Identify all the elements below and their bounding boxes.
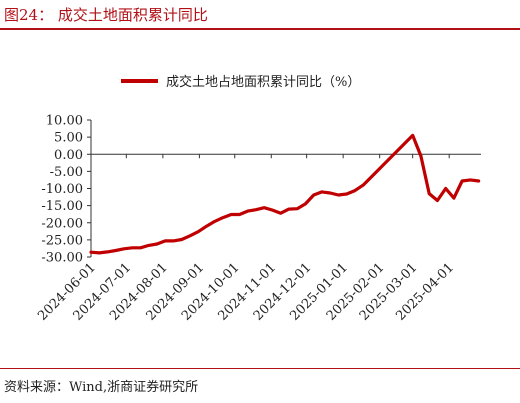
y-tick-label: -5.00 xyxy=(50,165,83,180)
data-point xyxy=(188,234,192,237)
source-note: 资料来源：Wind,浙商证券研究所 xyxy=(4,380,199,395)
data-point xyxy=(89,251,93,254)
y-tick-label: 10.00 xyxy=(46,114,83,129)
y-tick-label: -20.00 xyxy=(41,216,83,231)
data-point xyxy=(452,196,456,200)
data-point xyxy=(180,238,183,241)
data-point xyxy=(411,134,414,137)
data-point xyxy=(296,207,299,210)
data-point xyxy=(155,242,159,246)
y-tick-label: 0.00 xyxy=(54,148,83,163)
source-rule xyxy=(0,368,520,369)
data-point xyxy=(106,250,109,254)
data-point xyxy=(444,187,447,190)
figure-title: 图24： 成交土地面积累计同比 xyxy=(4,6,208,24)
data-point xyxy=(147,244,150,247)
series-line xyxy=(89,133,481,255)
title-rule xyxy=(0,28,520,30)
y-tick-label: 5.00 xyxy=(54,131,83,146)
data-point xyxy=(477,179,480,183)
data-point xyxy=(320,190,324,194)
data-point xyxy=(279,212,282,215)
y-tick-label: -15.00 xyxy=(41,199,83,214)
data-point xyxy=(329,191,332,195)
data-point xyxy=(469,178,472,182)
y-tick-label: -10.00 xyxy=(41,182,83,197)
figure-header: 图24： 成交土地面积累计同比 xyxy=(0,0,520,33)
data-point xyxy=(362,183,365,187)
data-point xyxy=(345,192,348,196)
data-point xyxy=(139,246,142,249)
data-point xyxy=(197,230,200,233)
data-point xyxy=(304,202,307,206)
data-point xyxy=(460,179,464,183)
y-tick-label: -25.00 xyxy=(41,233,83,248)
data-point xyxy=(213,220,216,223)
data-point xyxy=(122,247,126,250)
data-point xyxy=(263,206,266,209)
data-point xyxy=(428,192,431,195)
data-point xyxy=(353,189,357,192)
data-point xyxy=(287,207,291,211)
legend-label: 成交土地占地面积累计同比（%） xyxy=(166,74,360,90)
data-point xyxy=(419,154,423,158)
data-point xyxy=(164,239,167,243)
data-point xyxy=(312,193,315,197)
data-point xyxy=(205,225,208,228)
data-point xyxy=(98,251,101,255)
data-point xyxy=(436,199,439,202)
data-point xyxy=(238,213,241,216)
data-point xyxy=(246,209,249,213)
data-point xyxy=(337,193,340,197)
y-tick-label: -30.00 xyxy=(41,251,83,266)
data-point xyxy=(271,208,274,212)
data-point xyxy=(172,239,175,243)
data-point xyxy=(221,216,225,219)
data-point xyxy=(230,213,233,216)
chart: 成交土地占地面积累计同比（%） 10.00 5.00 0.00 -5.00 -10.00 -… xyxy=(35,74,481,324)
data-point xyxy=(254,208,258,211)
data-point xyxy=(131,246,134,249)
data-point xyxy=(114,249,117,252)
